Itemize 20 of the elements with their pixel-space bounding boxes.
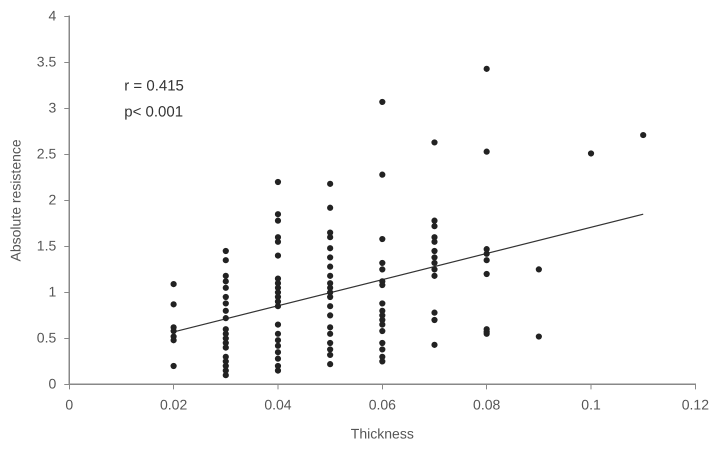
y-tick-label: 1.5: [36, 237, 56, 254]
y-tick-label: 3.5: [36, 53, 56, 70]
y-tick-label: 4: [48, 7, 56, 24]
annotation: p< 0.001: [124, 104, 184, 121]
y-axis-title: Absolute resistence: [7, 139, 24, 262]
x-tick-label: 0.08: [473, 396, 501, 413]
x-tick-label: 0.1: [581, 396, 601, 413]
x-tick-label: 0: [65, 396, 74, 413]
y-tick-label: 0: [48, 375, 56, 392]
y-tick-label: 3: [48, 99, 56, 116]
x-tick-label: 0.06: [368, 396, 396, 413]
y-tick-label: 1: [48, 283, 56, 300]
x-tick-label: 0.02: [160, 396, 188, 413]
x-axis-title: Thickness: [350, 425, 414, 442]
y-tick-label: 2: [48, 191, 56, 208]
x-tick-label: 0.04: [264, 396, 292, 413]
y-tick-label: 0.5: [36, 329, 56, 346]
y-tick-label: 2.5: [36, 145, 56, 162]
x-tick-label: 0.12: [682, 396, 710, 413]
annotation: r = 0.415: [124, 78, 184, 95]
